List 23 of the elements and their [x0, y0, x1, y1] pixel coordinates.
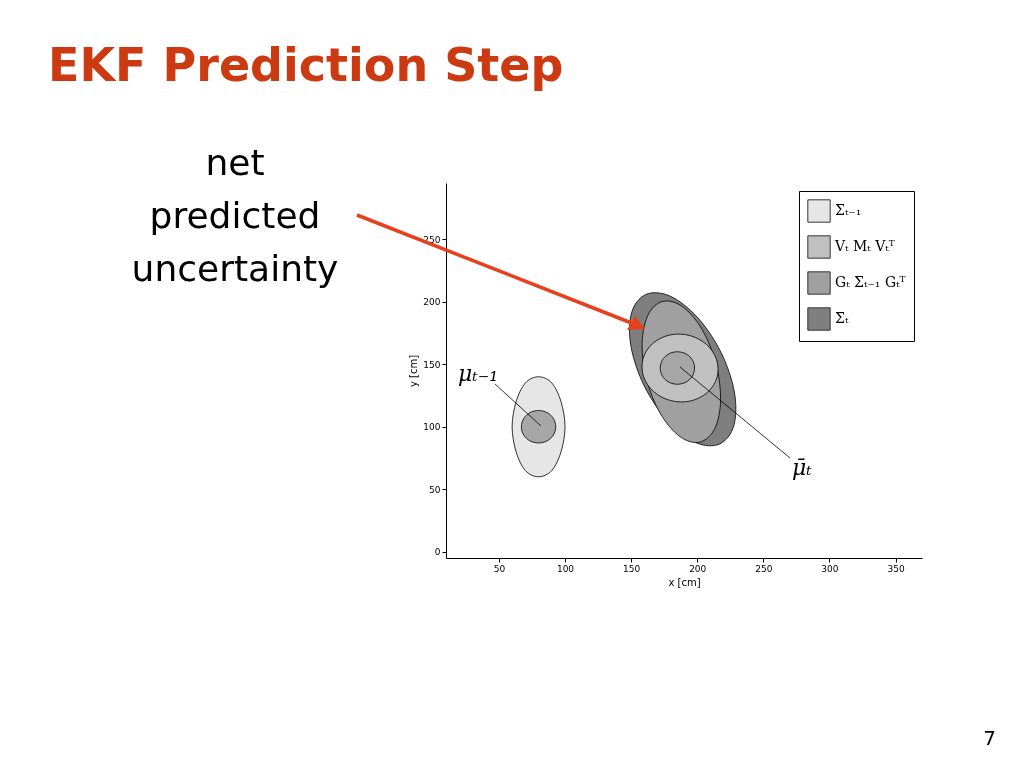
y-tick-label: 200 [423, 297, 441, 308]
y-tick-label: 50 [429, 484, 441, 495]
legend-label: Σ̄ₜ [835, 310, 849, 326]
y-axis-title: y [cm] [408, 354, 420, 388]
x-tick-label: 50 [493, 563, 506, 574]
legend-label: Gₜ Σₜ₋₁ Gₜᵀ [835, 274, 906, 290]
x-tick-label: 150 [623, 563, 641, 574]
x-axis-title: x [cm] [668, 576, 701, 588]
legend-label: Σₜ₋₁ [835, 202, 862, 218]
x-tick-label: 200 [689, 563, 707, 574]
x-tick-label: 350 [887, 563, 905, 574]
legend-label: Vₜ Mₜ Vₜᵀ [834, 238, 895, 254]
text: 7 [983, 726, 996, 750]
x-tick-label: 300 [821, 563, 839, 574]
annotation: μₜ₋₁ [458, 361, 499, 386]
y-tick-label: 0 [434, 547, 441, 558]
annotation: μ̄ₜ [792, 455, 812, 480]
text: net predicted uncertainty [130, 141, 340, 291]
y-tick-label: 100 [423, 422, 441, 433]
x-tick-label: 250 [755, 563, 773, 574]
chart-title: EKF Prediction Step [48, 38, 564, 92]
x-tick-label: 100 [556, 563, 575, 574]
y-tick-label: 150 [423, 359, 441, 370]
